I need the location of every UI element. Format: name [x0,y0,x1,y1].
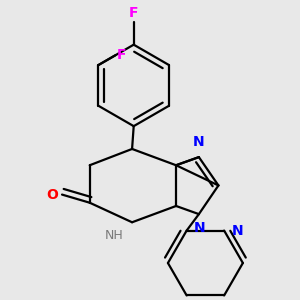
Text: N: N [193,135,205,148]
Text: N: N [194,221,205,235]
Text: O: O [46,188,58,202]
Text: F: F [129,6,139,20]
Text: F: F [117,48,127,62]
Text: N: N [231,224,243,238]
Text: NH: NH [105,230,124,242]
